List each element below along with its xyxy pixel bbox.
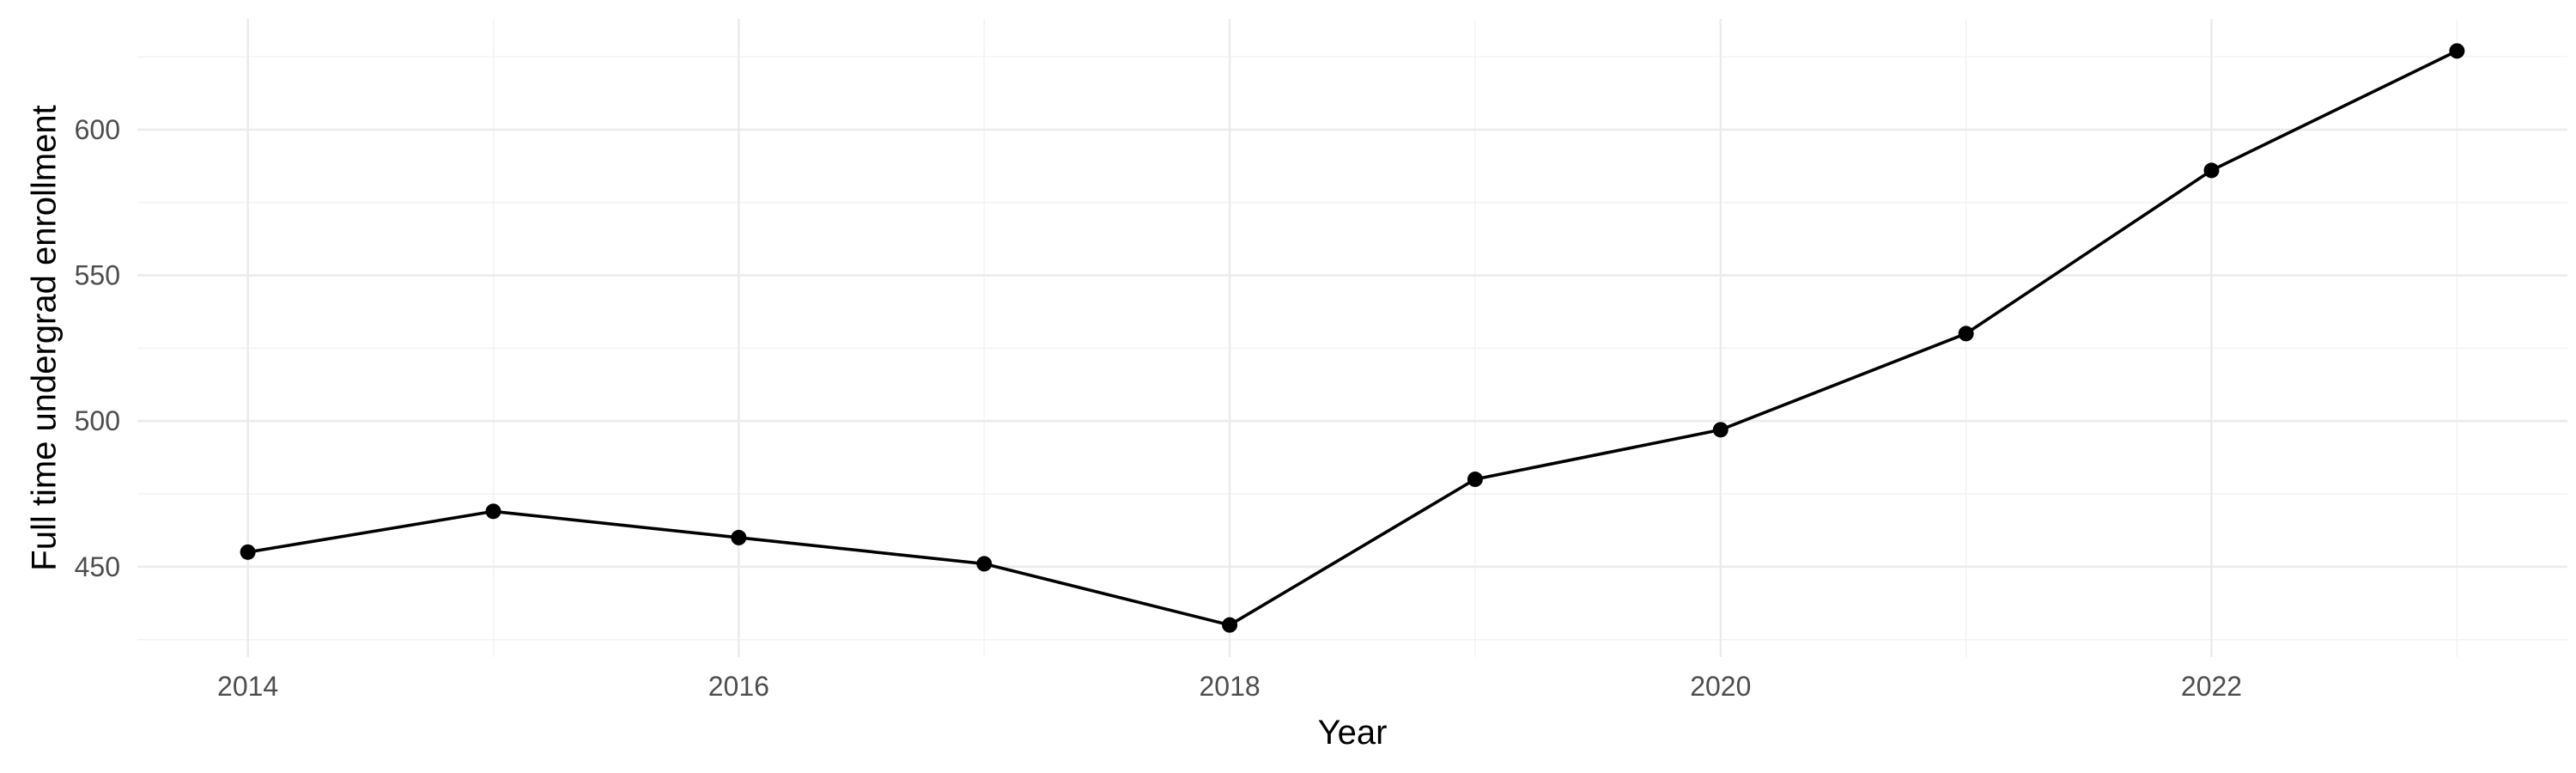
y-axis-title: Full time undergrad enrollment xyxy=(26,105,64,570)
y-tick-label: 500 xyxy=(75,405,120,436)
x-tick-label: 2020 xyxy=(1690,671,1751,702)
gridlines xyxy=(137,19,2567,657)
x-axis-ticks: 2014 2016 2018 2020 2022 xyxy=(217,671,2242,702)
data-point xyxy=(1712,422,1728,438)
data-point xyxy=(1467,472,1483,488)
series-layer xyxy=(247,49,2458,627)
data-point xyxy=(1222,617,1238,633)
x-tick-label: 2016 xyxy=(708,671,769,702)
data-point xyxy=(485,503,501,520)
data-point xyxy=(240,544,256,560)
x-tick-label: 2014 xyxy=(217,671,278,702)
x-axis-title: Year xyxy=(1318,714,1388,752)
data-point xyxy=(1958,326,1974,342)
data-point xyxy=(2449,43,2465,59)
series-line xyxy=(247,49,2458,627)
y-tick-label: 600 xyxy=(75,114,120,145)
x-tick-label: 2018 xyxy=(1199,671,1260,702)
data-point xyxy=(731,529,747,545)
x-tick-label: 2022 xyxy=(2181,671,2242,702)
data-point xyxy=(2203,162,2220,179)
data-point xyxy=(976,556,993,572)
data-points xyxy=(240,43,2465,633)
y-tick-label: 450 xyxy=(75,551,120,582)
y-axis-ticks: 450 500 550 600 xyxy=(75,114,120,582)
y-tick-label: 550 xyxy=(75,260,120,291)
